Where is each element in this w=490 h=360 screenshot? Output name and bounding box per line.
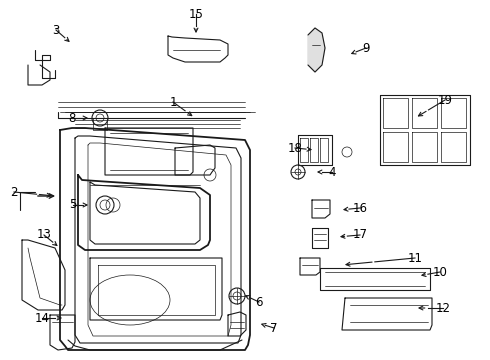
Polygon shape (308, 28, 325, 72)
Text: 4: 4 (328, 166, 336, 179)
Text: 8: 8 (68, 112, 75, 125)
Text: 1: 1 (169, 95, 177, 108)
Text: 12: 12 (436, 302, 450, 315)
Text: 15: 15 (189, 8, 203, 21)
Text: 14: 14 (34, 311, 49, 324)
Text: 9: 9 (362, 41, 370, 54)
Text: 11: 11 (408, 252, 422, 265)
Text: 6: 6 (255, 296, 263, 309)
Text: 5: 5 (69, 198, 77, 211)
Text: 7: 7 (270, 321, 278, 334)
Text: 17: 17 (352, 229, 368, 242)
Text: 19: 19 (438, 94, 452, 107)
Text: 13: 13 (37, 229, 51, 242)
Text: 2: 2 (10, 185, 18, 198)
Text: 3: 3 (52, 23, 60, 36)
Text: 18: 18 (288, 141, 302, 154)
Text: 16: 16 (352, 202, 368, 215)
Text: 10: 10 (433, 266, 447, 279)
